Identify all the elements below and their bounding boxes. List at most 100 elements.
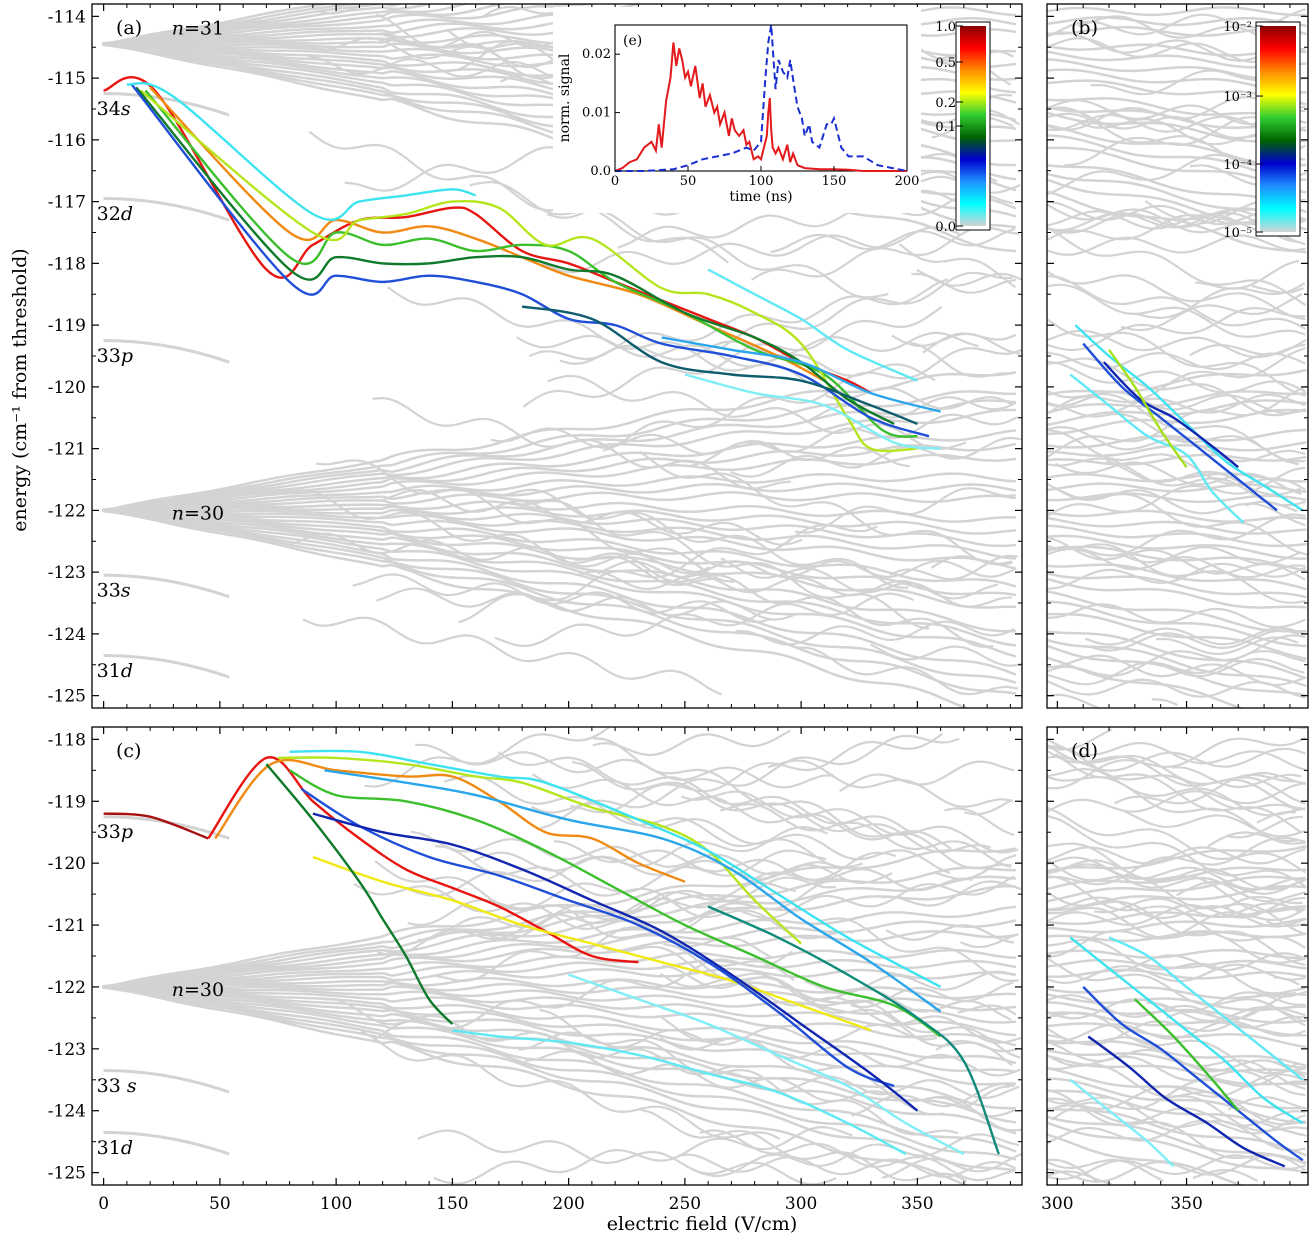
manifold-line — [102, 482, 1017, 513]
low-l-state-line — [103, 92, 230, 117]
x-tick-label: 350 — [901, 1194, 933, 1214]
state-label: 33s — [97, 580, 131, 602]
inset-x-tick-label: 200 — [895, 174, 920, 189]
manifold-line — [821, 917, 1019, 982]
trajectory-cyan-2 — [1108, 936, 1304, 1081]
trajectory-light-blue — [661, 336, 941, 413]
manifold-line — [540, 226, 961, 274]
manifold-line — [1047, 736, 1306, 790]
trajectory-blue — [1082, 342, 1278, 512]
colorbar-tick-label: 10⁻² — [1223, 20, 1252, 35]
manifold-line — [1112, 952, 1307, 974]
manifold-line — [898, 243, 1017, 289]
manifold-line — [579, 570, 999, 600]
trajectory-orange — [214, 758, 686, 883]
manifold-line — [1265, 920, 1306, 928]
colorbar-tick-label: 0.1 — [935, 120, 956, 135]
y-tick-label: -124 — [48, 1102, 86, 1122]
manifold-line — [1047, 846, 1306, 865]
manifold-line — [102, 508, 1017, 633]
state-label-number: 33 — [97, 345, 121, 367]
manifold-line — [688, 875, 1015, 924]
manifold-line — [1047, 274, 1306, 330]
manifold-line — [1051, 1062, 1299, 1121]
manifold-line — [1047, 1133, 1245, 1185]
low-l-state-line — [103, 1069, 230, 1094]
panel-label: (c) — [116, 740, 141, 762]
manifold-line — [1156, 636, 1299, 656]
manifold-line — [1047, 16, 1307, 27]
manifold-line — [102, 508, 1017, 684]
manifold-line — [1047, 1040, 1307, 1067]
manifold-line — [1047, 747, 1306, 772]
manifold-line — [1047, 991, 1306, 1020]
manifold-line — [1047, 896, 1306, 928]
state-label: 31d — [97, 1137, 133, 1159]
manifold-line — [1047, 638, 1307, 687]
manifold-line — [1047, 1054, 1306, 1097]
manifold-line — [1091, 629, 1300, 652]
manifold-line — [102, 390, 1017, 513]
manifold-line — [1047, 1154, 1306, 1181]
y-tick-label: -123 — [48, 563, 86, 583]
manifold-line — [934, 854, 1017, 881]
x-tick-label: 300 — [1041, 1194, 1073, 1214]
y-tick-label: -116 — [48, 131, 86, 151]
trajectory-cyan-3 — [684, 373, 941, 450]
manifold-line — [1119, 546, 1302, 566]
state-label-letter: d — [121, 203, 133, 225]
manifold-line — [592, 729, 792, 757]
x-tick-label: 350 — [1170, 1194, 1202, 1214]
manifold-line — [1055, 461, 1302, 496]
y-tick-label: -118 — [48, 254, 86, 274]
y-tick-label: -122 — [48, 501, 86, 521]
panel-label: (b) — [1071, 17, 1098, 39]
manifold-line — [302, 616, 723, 696]
manifold-line — [1047, 994, 1306, 1029]
manifold-line — [944, 807, 1015, 837]
manifold-line — [1047, 890, 1306, 966]
manifold-line — [290, 532, 710, 575]
colorbar-tick-label: 10⁻⁴ — [1223, 158, 1252, 173]
manifold-line — [1047, 393, 1306, 418]
manifold-line — [102, 4, 596, 45]
panel-label: (a) — [116, 17, 142, 39]
manifold-line — [1047, 428, 1307, 449]
trajectory-cyan-3 — [568, 973, 965, 1156]
trajectory-cyan-2 — [1069, 373, 1245, 524]
manifold-line — [1206, 831, 1298, 848]
low-l-state-line — [103, 654, 230, 679]
manifold-line — [1047, 270, 1306, 321]
state-label-value: =31 — [184, 18, 224, 40]
manifold-line — [735, 620, 1015, 646]
manifold-line — [102, 509, 1017, 588]
manifold-line — [483, 5, 566, 17]
state-label-n: n — [172, 502, 184, 524]
manifold-line — [1047, 856, 1306, 891]
manifold-line — [806, 396, 1017, 423]
manifold-line — [102, 986, 1017, 1135]
manifold-line — [352, 573, 772, 623]
manifold-line — [1047, 603, 1306, 629]
manifold-line — [1000, 727, 1017, 729]
x-tick-label: 250 — [669, 1194, 701, 1214]
manifold-line — [601, 945, 1021, 1059]
state-label: 33 s — [97, 1075, 137, 1097]
inset-y-tick-label: 0.02 — [582, 47, 611, 62]
y-tick-label: -125 — [48, 687, 86, 707]
trajectory-green — [289, 769, 942, 1038]
manifold-line — [1047, 781, 1306, 813]
low-l-state-line — [103, 197, 230, 222]
manifold-line — [881, 1152, 1022, 1179]
state-label-number: 33 — [97, 580, 121, 602]
manifold-line — [102, 4, 335, 46]
manifold-line — [547, 374, 967, 451]
low-l-state-line — [103, 1130, 230, 1156]
manifold-line — [1047, 1022, 1307, 1049]
manifold-line — [1171, 766, 1302, 789]
manifold-line — [324, 998, 744, 1076]
manifold-line — [1047, 524, 1307, 548]
manifold-line — [1054, 753, 1302, 834]
low-l-state-line — [103, 339, 230, 364]
manifold-line — [364, 727, 610, 788]
